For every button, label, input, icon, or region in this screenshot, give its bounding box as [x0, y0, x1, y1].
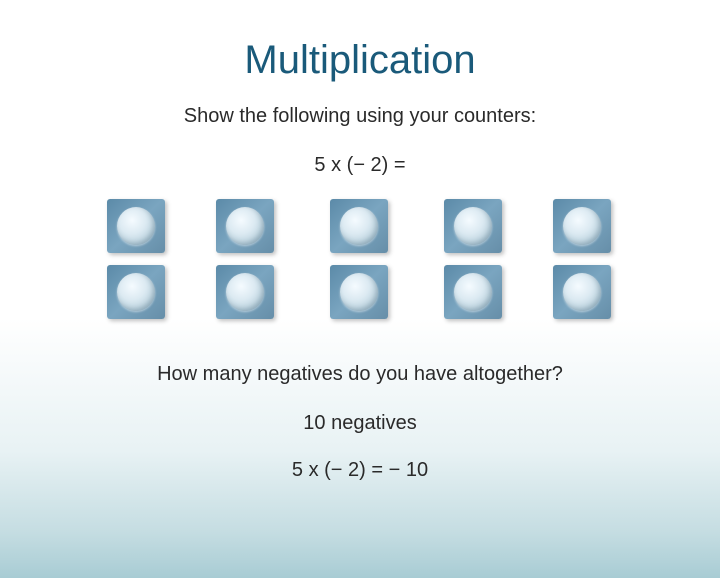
counter-tile	[444, 199, 502, 253]
counters-area	[0, 199, 720, 349]
counter-tile	[107, 265, 165, 319]
counter-tile	[553, 199, 611, 253]
slide-title: Multiplication	[0, 38, 720, 83]
instruction-text: Show the following using your counters:	[0, 105, 720, 128]
equation-result: 5 x (− 2) = − 10	[0, 459, 720, 482]
equation-prompt: 5 x (− 2) =	[0, 154, 720, 177]
counter-tile	[444, 265, 502, 319]
counter-tile	[216, 265, 274, 319]
counter-tile	[216, 199, 274, 253]
answer-text: 10 negatives	[0, 412, 720, 435]
counter-tile	[330, 265, 388, 319]
counter-tile	[553, 265, 611, 319]
counter-tile	[107, 199, 165, 253]
question-text: How many negatives do you have altogethe…	[0, 363, 720, 386]
counter-tile	[330, 199, 388, 253]
